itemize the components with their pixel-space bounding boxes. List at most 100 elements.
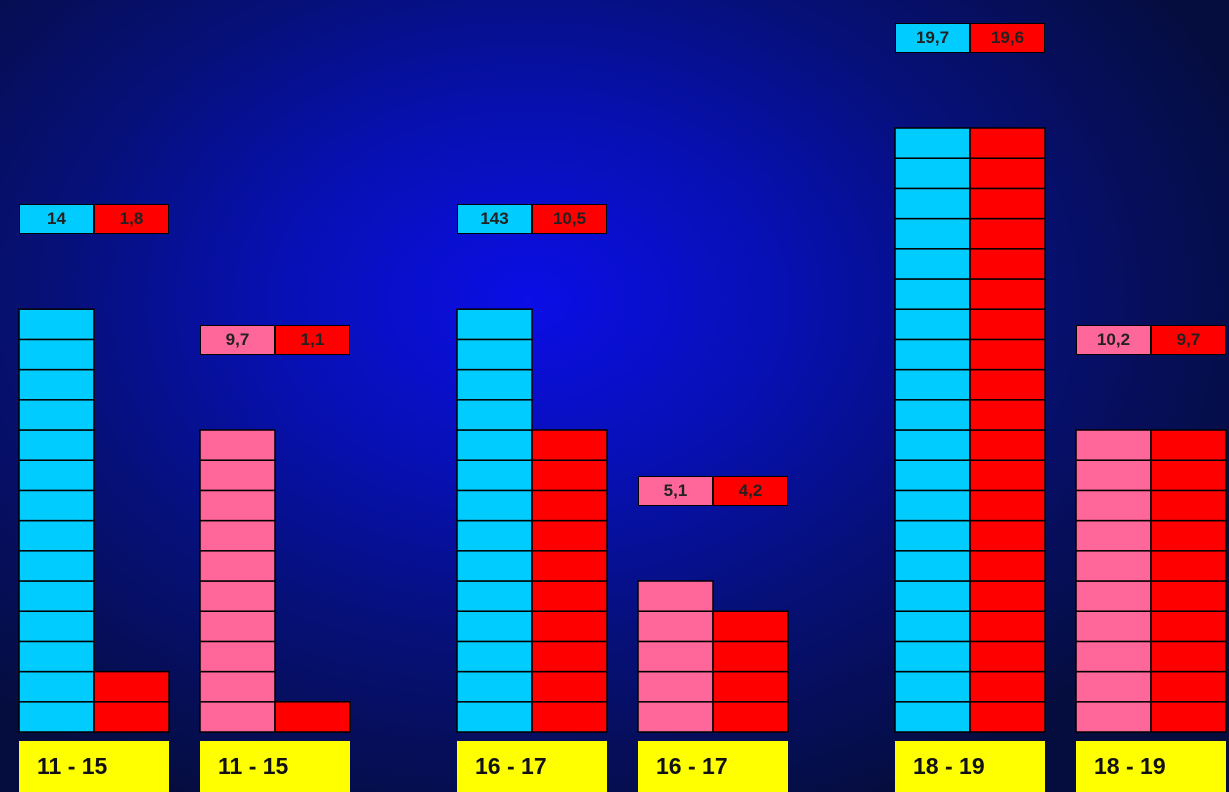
bar-block-g5-s0-4 — [1075, 580, 1152, 612]
bar-block-g5-s0-0 — [1075, 701, 1152, 733]
bar-block-g0-s0-12 — [18, 338, 95, 371]
bar-block-g4-s0-12 — [894, 338, 971, 371]
bar-block-g3-s1-2 — [712, 640, 789, 673]
bar-block-g1-s0-0 — [199, 701, 276, 733]
bar-block-g5-s0-8 — [1075, 459, 1152, 492]
bar-block-g0-s1-0 — [93, 701, 170, 733]
bar-block-g4-s1-11 — [969, 368, 1046, 401]
bar-block-g4-s0-11 — [894, 368, 971, 401]
bar-block-g5-s0-6 — [1075, 519, 1152, 552]
bar-block-g4-s1-13 — [969, 308, 1046, 341]
bar-block-g2-s0-6 — [456, 519, 533, 552]
category-label-5: 18 - 19 — [1076, 741, 1226, 792]
value-label-g4-s0: 19,7 — [895, 23, 970, 53]
bar-block-g2-s1-4 — [531, 580, 608, 612]
bar-block-g0-s0-3 — [18, 610, 95, 643]
bar-block-g3-s1-0 — [712, 701, 789, 733]
bar-block-g0-s0-7 — [18, 489, 95, 522]
value-label-g5-s1: 9,7 — [1151, 325, 1226, 355]
bar-block-g0-s0-1 — [18, 670, 95, 703]
bar-block-g0-s0-5 — [18, 550, 95, 582]
bar-block-g4-s0-3 — [894, 610, 971, 643]
bar-block-g0-s0-8 — [18, 459, 95, 492]
bar-block-g5-s0-7 — [1075, 489, 1152, 522]
bar-block-g4-s1-10 — [969, 399, 1046, 431]
bar-block-g3-s1-3 — [712, 610, 789, 643]
bar-block-g0-s0-10 — [18, 399, 95, 431]
bar-block-g0-s0-4 — [18, 580, 95, 612]
bar-block-g4-s0-16 — [894, 217, 971, 250]
bar-block-g4-s1-4 — [969, 580, 1046, 612]
bar-block-g2-s0-12 — [456, 338, 533, 371]
bar-block-g4-s1-0 — [969, 701, 1046, 733]
bar-block-g4-s0-2 — [894, 640, 971, 673]
bar-block-g5-s1-1 — [1150, 670, 1227, 703]
bar-block-g4-s1-3 — [969, 610, 1046, 643]
bar-block-g0-s1-1 — [93, 670, 170, 703]
bar-block-g1-s0-8 — [199, 459, 276, 492]
category-label-4: 18 - 19 — [895, 741, 1045, 792]
value-label-g1-s1: 1,1 — [275, 325, 350, 355]
bar-block-g4-s0-18 — [894, 157, 971, 190]
bar-block-g5-s0-3 — [1075, 610, 1152, 643]
value-label-g4-s1: 19,6 — [970, 23, 1045, 53]
bar-block-g4-s1-12 — [969, 338, 1046, 371]
bar-block-g5-s1-7 — [1150, 489, 1227, 522]
bar-block-g2-s0-2 — [456, 640, 533, 673]
bar-block-g2-s1-6 — [531, 519, 608, 552]
bar-block-g2-s0-10 — [456, 399, 533, 431]
bar-block-g5-s1-6 — [1150, 519, 1227, 552]
bar-block-g2-s0-13 — [456, 308, 533, 341]
bar-block-g5-s1-2 — [1150, 640, 1227, 673]
bar-block-g4-s0-19 — [894, 127, 971, 159]
bar-block-g1-s0-2 — [199, 640, 276, 673]
bar-block-g2-s1-9 — [531, 429, 608, 461]
bar-block-g1-s1-0 — [274, 701, 351, 733]
value-label-g5-s0: 10,2 — [1076, 325, 1151, 355]
bar-block-g4-s0-8 — [894, 459, 971, 492]
bar-block-g2-s0-7 — [456, 489, 533, 522]
bar-block-g1-s0-3 — [199, 610, 276, 643]
bar-block-g3-s0-3 — [637, 610, 714, 643]
bar-block-g2-s0-0 — [456, 701, 533, 733]
bar-block-g4-s0-6 — [894, 519, 971, 552]
bar-block-g1-s0-7 — [199, 489, 276, 522]
bar-block-g4-s0-13 — [894, 308, 971, 341]
bar-block-g2-s1-7 — [531, 489, 608, 522]
bar-block-g3-s0-2 — [637, 640, 714, 673]
bar-block-g1-s0-9 — [199, 429, 276, 461]
bar-block-g5-s1-4 — [1150, 580, 1227, 612]
bar-block-g3-s0-4 — [637, 580, 714, 612]
bar-block-g4-s0-5 — [894, 550, 971, 582]
bar-block-g4-s1-15 — [969, 248, 1046, 280]
bar-block-g4-s1-19 — [969, 127, 1046, 159]
bar-block-g4-s1-6 — [969, 519, 1046, 552]
bar-block-g4-s0-15 — [894, 248, 971, 280]
category-label-3: 16 - 17 — [638, 741, 788, 792]
bar-block-g3-s0-1 — [637, 670, 714, 703]
bar-block-g2-s1-3 — [531, 610, 608, 643]
bar-block-g2-s0-1 — [456, 670, 533, 703]
bar-block-g4-s1-1 — [969, 670, 1046, 703]
bar-block-g0-s0-11 — [18, 368, 95, 401]
bar-block-g4-s0-1 — [894, 670, 971, 703]
bar-block-g2-s1-8 — [531, 459, 608, 492]
bar-block-g2-s1-1 — [531, 670, 608, 703]
bar-block-g2-s0-8 — [456, 459, 533, 492]
value-label-g2-s0: 143 — [457, 204, 532, 235]
bar-block-g4-s1-9 — [969, 429, 1046, 461]
bar-block-g2-s0-4 — [456, 580, 533, 612]
bar-block-g5-s0-5 — [1075, 550, 1152, 582]
bar-block-g5-s1-8 — [1150, 459, 1227, 492]
bar-block-g1-s0-4 — [199, 580, 276, 612]
bar-block-g3-s1-1 — [712, 670, 789, 703]
value-label-g3-s0: 5,1 — [638, 476, 713, 506]
category-label-0: 11 - 15 — [19, 741, 169, 792]
bar-block-g4-s1-2 — [969, 640, 1046, 673]
bar-block-g4-s0-7 — [894, 489, 971, 522]
bar-block-g1-s0-6 — [199, 519, 276, 552]
bar-block-g0-s0-9 — [18, 429, 95, 461]
bar-block-g2-s0-11 — [456, 368, 533, 401]
bar-block-g1-s0-5 — [199, 550, 276, 582]
